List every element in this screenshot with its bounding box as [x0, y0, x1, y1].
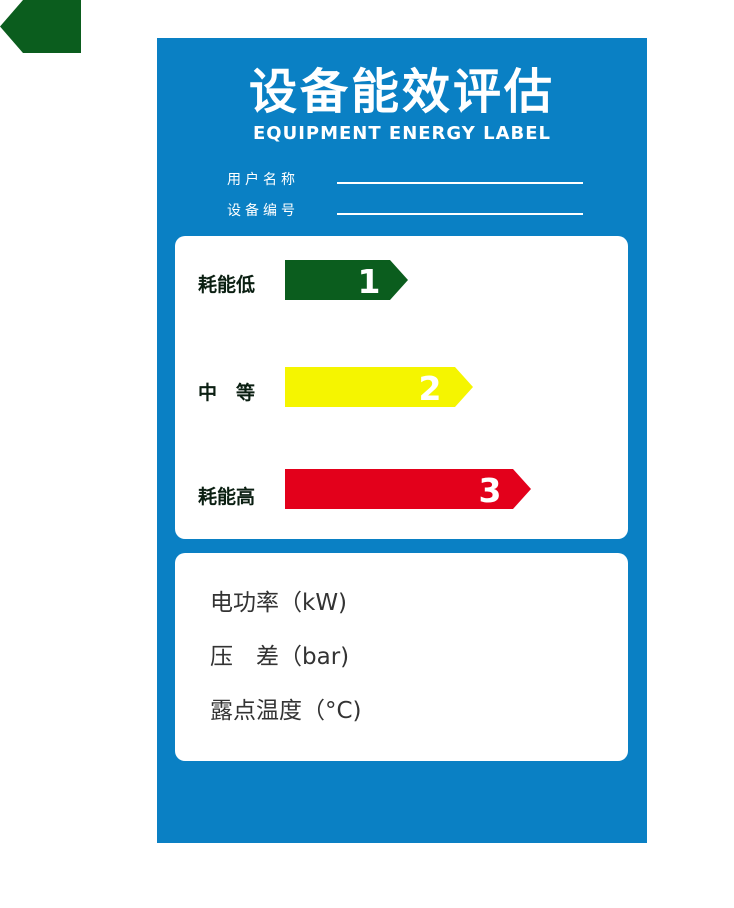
- equipment-number-line: [337, 213, 583, 215]
- user-name-line: [337, 182, 583, 184]
- rating-grade-3: 3: [479, 471, 502, 509]
- specs-card: 电功率（kW) 压 差（bar) 露点温度（°C): [175, 553, 628, 761]
- rating-bar-2: 2: [285, 367, 473, 407]
- rating-label-low: 耗能低: [198, 274, 256, 296]
- spec-dew-point-temperature: 露点温度（°C): [210, 698, 362, 724]
- user-name-label: 用户名称: [227, 172, 299, 188]
- rating-grade-2: 2: [419, 369, 442, 407]
- energy-label-panel: 设备能效评估 EQUIPMENT ENERGY LABEL 用户名称 设备编号 …: [157, 38, 647, 843]
- rating-label-medium: 中 等: [198, 382, 256, 404]
- energy-rating-card: 耗能低 1 中 等 2 耗能高 3: [175, 236, 628, 539]
- spec-electric-power: 电功率（kW): [210, 590, 348, 616]
- spec-pressure-difference: 压 差（bar): [210, 644, 350, 670]
- label-subtitle: EQUIPMENT ENERGY LABEL: [252, 123, 551, 144]
- rating-bar-3: 3: [285, 469, 531, 509]
- rating-label-high: 耗能高: [198, 486, 256, 508]
- equipment-number-label: 设备编号: [227, 203, 299, 219]
- rating-bar-1: 1: [285, 260, 408, 300]
- label-title: 设备能效评估: [248, 64, 555, 120]
- green-arrow-tag-icon: [0, 0, 81, 53]
- rating-grade-1: 1: [358, 262, 381, 300]
